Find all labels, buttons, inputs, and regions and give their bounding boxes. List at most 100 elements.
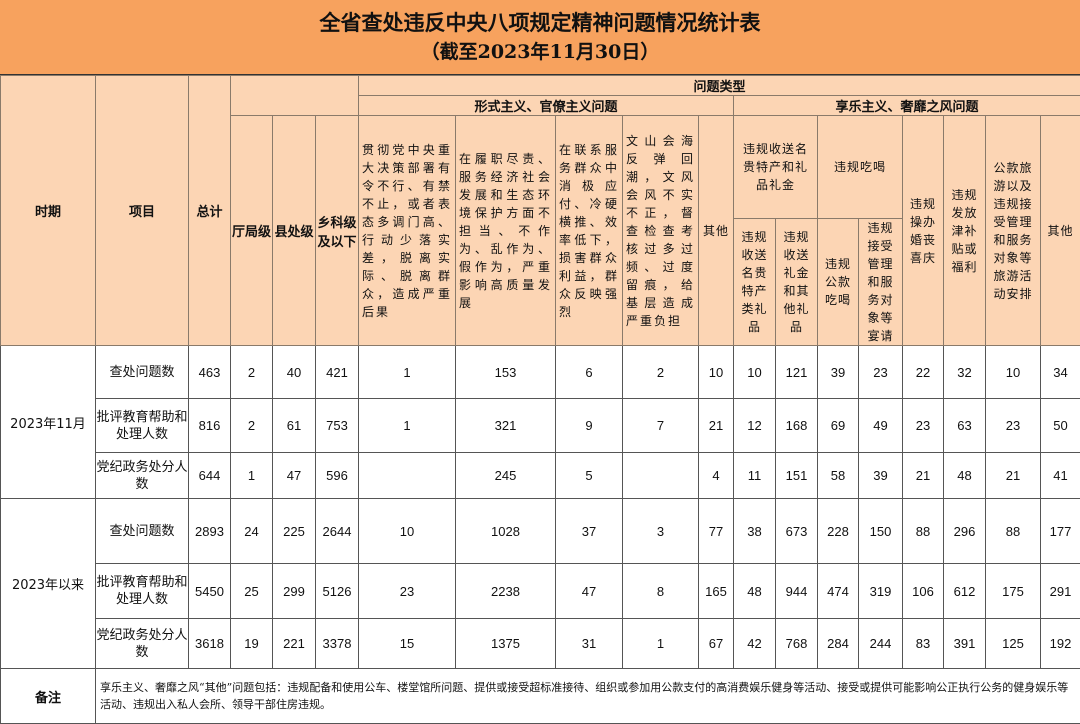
value-cell: 24 (231, 499, 273, 564)
value-cell: 1 (359, 346, 456, 399)
value-cell: 11 (734, 453, 776, 499)
header-dining: 违规吃喝 (818, 116, 903, 219)
value-cell: 944 (776, 564, 818, 619)
value-cell: 1375 (456, 619, 556, 669)
header-formalism-other: 其他 (699, 116, 734, 346)
value-cell: 22 (903, 346, 944, 399)
value-cell: 67 (699, 619, 734, 669)
value-cell: 31 (556, 619, 623, 669)
value-cell: 10 (699, 346, 734, 399)
value-cell: 19 (231, 619, 273, 669)
value-cell: 23 (986, 399, 1041, 453)
header-formalism-1: 贯彻党中央重大决策部署有令不行、有禁不止，或者表态多调门高、行动少落实差，脱离实… (359, 116, 456, 346)
value-cell: 61 (273, 399, 316, 453)
header-level-township: 乡科级及以下 (316, 116, 359, 346)
item-cell: 党纪政务处分人数 (96, 619, 189, 669)
value-cell: 1 (623, 619, 699, 669)
value-cell: 34 (1041, 346, 1080, 399)
value-cell: 41 (1041, 453, 1080, 499)
value-cell: 5 (556, 453, 623, 499)
value-cell: 1028 (456, 499, 556, 564)
value-cell: 125 (986, 619, 1041, 669)
value-cell: 58 (818, 453, 859, 499)
header-formalism-2: 在履职尽责、服务经济社会发展和生态环境保护方面不担当、不作为、乱作为、假作为，严… (456, 116, 556, 346)
value-cell: 225 (273, 499, 316, 564)
value-cell: 177 (1041, 499, 1080, 564)
value-cell: 4 (699, 453, 734, 499)
value-cell: 9 (556, 399, 623, 453)
value-cell: 39 (859, 453, 903, 499)
value-cell: 319 (859, 564, 903, 619)
value-cell: 69 (818, 399, 859, 453)
value-cell: 63 (944, 399, 986, 453)
header-formalism-4: 文山会海反弹回潮，文风会风不实不正，督查检查考核过多过频、过度留痕，给基层造成严… (623, 116, 699, 346)
value-cell: 816 (189, 399, 231, 453)
table-subtitle: （截至2023年11月30日） (0, 38, 1080, 66)
item-cell: 查处问题数 (96, 499, 189, 564)
value-cell: 421 (316, 346, 359, 399)
value-cell: 3378 (316, 619, 359, 669)
header-level-bureau: 厅局级 (231, 116, 273, 346)
value-cell: 3618 (189, 619, 231, 669)
value-cell: 10 (359, 499, 456, 564)
note-label: 备注 (1, 669, 96, 724)
value-cell: 7 (623, 399, 699, 453)
value-cell: 2644 (316, 499, 359, 564)
value-cell: 48 (734, 564, 776, 619)
item-cell: 批评教育帮助和处理人数 (96, 399, 189, 453)
header-level-blank (231, 76, 359, 116)
value-cell: 21 (699, 399, 734, 453)
value-cell: 474 (818, 564, 859, 619)
value-cell: 768 (776, 619, 818, 669)
header-total: 总计 (189, 76, 231, 346)
value-cell: 2238 (456, 564, 556, 619)
value-cell: 21 (986, 453, 1041, 499)
value-cell: 121 (776, 346, 818, 399)
value-cell: 40 (273, 346, 316, 399)
period-cell: 2023年11月 (1, 346, 96, 499)
value-cell: 21 (903, 453, 944, 499)
value-cell: 6 (556, 346, 623, 399)
value-cell: 10 (734, 346, 776, 399)
header-problem-type: 问题类型 (359, 76, 1080, 96)
value-cell: 165 (699, 564, 734, 619)
value-cell: 1 (231, 453, 273, 499)
value-cell: 2 (231, 346, 273, 399)
header-period: 时期 (1, 76, 96, 346)
value-cell: 42 (734, 619, 776, 669)
value-cell: 25 (231, 564, 273, 619)
header-hedonism: 享乐主义、奢靡之风问题 (734, 96, 1080, 116)
value-cell: 39 (818, 346, 859, 399)
header-hedonism-other: 其他 (1041, 116, 1080, 346)
table-title-banner: 全省查处违反中央八项规定精神问题情况统计表 （截至2023年11月30日） (0, 0, 1080, 75)
header-wedding: 违规操办婚丧喜庆 (903, 116, 944, 346)
header-formalism-3: 在联系服务群众中消极应付、冷硬横推、效率低下，损害群众利益，群众反映强烈 (556, 116, 623, 346)
value-cell: 299 (273, 564, 316, 619)
value-cell: 47 (273, 453, 316, 499)
value-cell: 321 (456, 399, 556, 453)
value-cell: 291 (1041, 564, 1080, 619)
value-cell: 151 (776, 453, 818, 499)
value-cell (623, 453, 699, 499)
value-cell: 77 (699, 499, 734, 564)
header-gift-money: 违规收送礼金和其他礼品 (776, 219, 818, 346)
value-cell: 1 (359, 399, 456, 453)
value-cell: 15 (359, 619, 456, 669)
value-cell: 37 (556, 499, 623, 564)
value-cell: 106 (903, 564, 944, 619)
value-cell: 2 (231, 399, 273, 453)
item-cell: 批评教育帮助和处理人数 (96, 564, 189, 619)
value-cell: 2893 (189, 499, 231, 564)
value-cell: 32 (944, 346, 986, 399)
item-cell: 党纪政务处分人数 (96, 453, 189, 499)
value-cell: 612 (944, 564, 986, 619)
header-gift: 违规收送名贵特产和礼品礼金 (734, 116, 818, 219)
value-cell: 296 (944, 499, 986, 564)
header-level-county: 县处级 (273, 116, 316, 346)
value-cell: 12 (734, 399, 776, 453)
value-cell: 228 (818, 499, 859, 564)
value-cell: 23 (903, 399, 944, 453)
